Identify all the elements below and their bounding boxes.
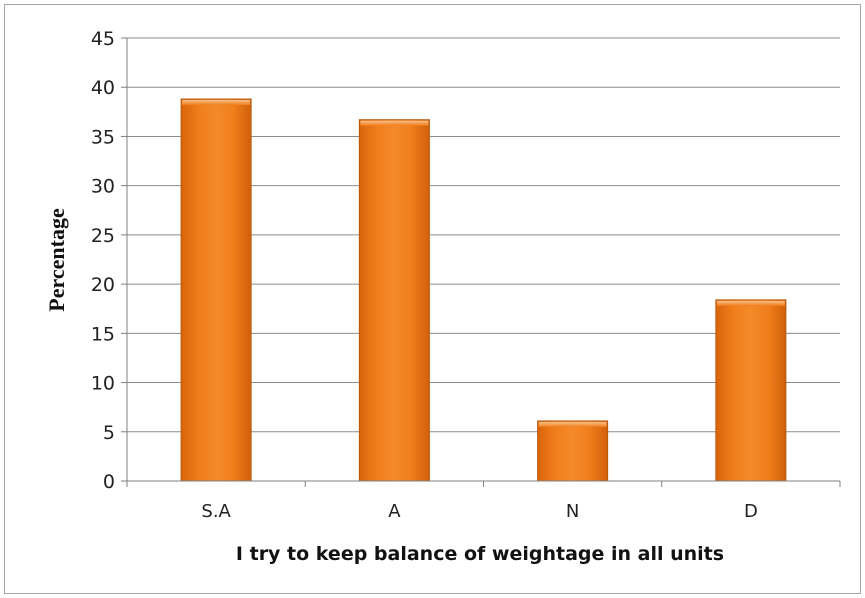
x-category-label: A	[388, 501, 401, 522]
bar-bevel	[360, 120, 429, 126]
x-axis-title: I try to keep balance of weightage in al…	[236, 543, 724, 565]
y-tick-label: 0	[103, 471, 115, 493]
y-tick-label: 40	[91, 77, 115, 99]
bar-body	[537, 420, 609, 482]
x-category-labels: S.A A N D	[201, 501, 757, 522]
y-tick-label: 35	[91, 126, 115, 148]
bar-bevel	[182, 100, 251, 106]
y-tick-labels: 0 5 10 15 20 25 30 35 40 45	[91, 28, 115, 493]
bar	[537, 420, 609, 482]
x-category-label: S.A	[201, 501, 231, 522]
x-category-label: N	[566, 501, 579, 522]
y-tick-label: 20	[91, 274, 115, 296]
y-tick-label: 25	[91, 225, 115, 247]
bar	[715, 299, 787, 482]
chart-frame	[4, 4, 861, 594]
bar	[180, 98, 252, 482]
y-tick-label: 10	[91, 373, 115, 395]
y-tick-label: 5	[103, 422, 115, 444]
bar-bevel	[538, 421, 607, 427]
bar-bevel	[716, 300, 785, 306]
axes	[121, 37, 841, 487]
bar	[358, 119, 430, 482]
bar-body	[358, 119, 430, 482]
x-category-label: D	[744, 501, 758, 522]
y-tick-label: 30	[91, 176, 115, 198]
y-axis-title: Percentage	[44, 208, 69, 312]
bars	[180, 98, 787, 482]
bar-body	[180, 98, 252, 482]
y-tick-label: 15	[91, 323, 115, 345]
bar-body	[715, 299, 787, 482]
y-tick-label: 45	[91, 28, 115, 50]
